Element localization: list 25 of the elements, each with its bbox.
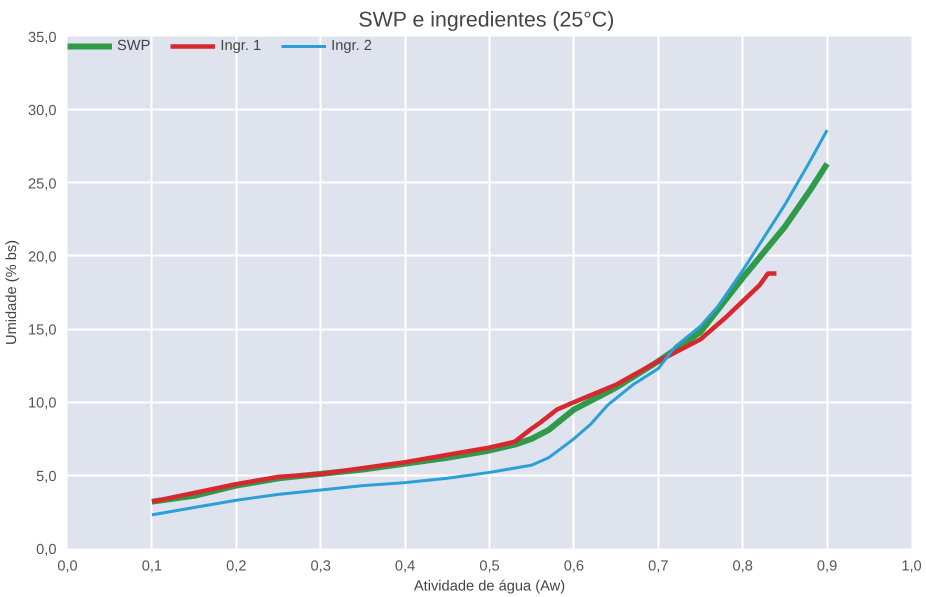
legend-label: Ingr. 1 — [220, 38, 262, 54]
x-tick-label: 0,1 — [142, 558, 162, 574]
y-tick-label: 10,0 — [28, 396, 57, 412]
chart-title: SWP e ingredientes (25°C) — [358, 8, 614, 32]
x-tick-label: 0,6 — [564, 558, 584, 574]
y-axis-title: Umidade (% bs) — [4, 240, 20, 346]
x-tick-label: 1,0 — [901, 558, 922, 574]
legend-label: SWP — [117, 38, 150, 54]
y-tick-label: 35,0 — [28, 30, 57, 46]
x-tick-label: 0,5 — [479, 558, 500, 574]
x-tick-label: 0,4 — [394, 558, 416, 574]
x-axis-title: Atividade de água (Aw) — [414, 578, 566, 594]
x-tick-label: 0,8 — [732, 558, 753, 574]
x-tick-label: 0,9 — [816, 558, 838, 574]
x-tick-label: 0,7 — [648, 558, 668, 574]
y-tick-label: 5,0 — [36, 468, 56, 485]
x-tick-label: 0,3 — [310, 558, 331, 574]
x-tick-label: 0,2 — [226, 558, 246, 574]
legend-label: Ingr. 2 — [331, 38, 372, 54]
y-tick-label: 30,0 — [28, 103, 57, 120]
y-tick-label: 0,0 — [36, 542, 56, 558]
y-tick-label: 25,0 — [28, 176, 57, 192]
y-tick-label: 15,0 — [28, 322, 57, 339]
y-tick-label: 20,0 — [28, 249, 57, 266]
x-tick-label: 0,0 — [57, 558, 78, 574]
